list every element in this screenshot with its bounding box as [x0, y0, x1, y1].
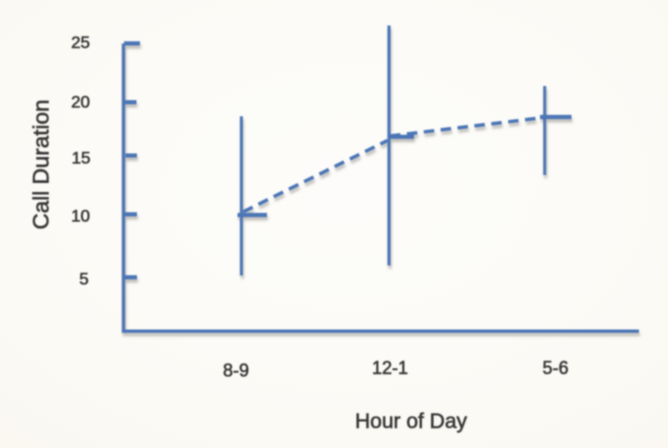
svg-text:15: 15: [72, 149, 91, 168]
svg-text:Call Duration: Call Duration: [29, 99, 54, 229]
svg-text:25: 25: [71, 33, 90, 52]
svg-text:20: 20: [71, 92, 90, 111]
svg-text:10: 10: [71, 207, 90, 226]
svg-text:12-1: 12-1: [372, 358, 408, 378]
svg-text:Hour of Day: Hour of Day: [355, 410, 468, 433]
svg-text:5-6: 5-6: [542, 358, 568, 378]
svg-text:5: 5: [79, 269, 88, 288]
svg-text:8-9: 8-9: [223, 360, 249, 380]
